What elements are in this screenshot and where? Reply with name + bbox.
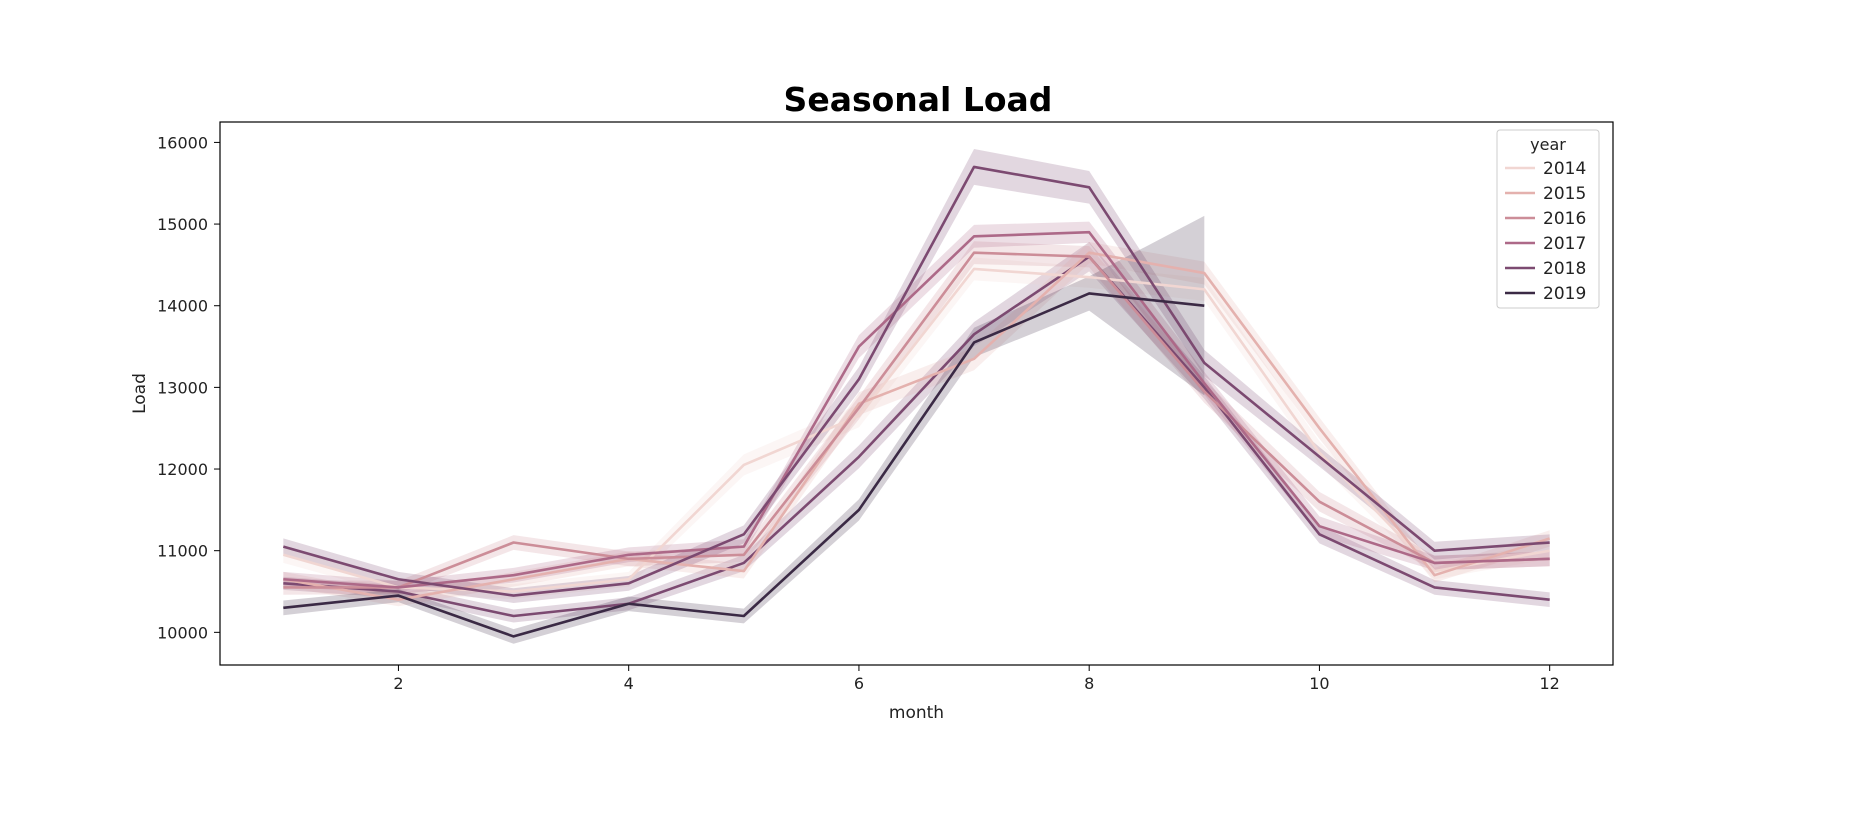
legend-item-2017: 2017 xyxy=(1505,234,1586,254)
legend-label-2018: 2018 xyxy=(1543,259,1586,279)
series-line-2016 xyxy=(283,251,1550,589)
series-line-2017 xyxy=(283,230,1550,589)
legend-label-2019: 2019 xyxy=(1543,284,1586,304)
legend-item-2016: 2016 xyxy=(1505,209,1586,229)
series-line-2015 xyxy=(283,251,1551,601)
legend-item-2018: 2018 xyxy=(1505,259,1586,279)
legend-label-2014: 2014 xyxy=(1543,159,1586,179)
x-tick-label: 10 xyxy=(1309,674,1329,693)
confidence-band-2014 xyxy=(283,257,1550,599)
x-tick-label: 6 xyxy=(854,674,864,693)
chart-title: Seasonal Load xyxy=(784,80,1053,119)
series-line-extra-0 xyxy=(283,255,1550,618)
x-tick-label: 2 xyxy=(393,674,403,693)
y-tick-label: 12000 xyxy=(157,460,208,479)
legend-label-2016: 2016 xyxy=(1543,209,1586,229)
y-axis: 10000 11000 12000 13000 14000 15000 16000 xyxy=(157,133,220,642)
legend-title: year xyxy=(1530,135,1566,154)
legend-item-2019: 2019 xyxy=(1505,284,1586,304)
legend-box xyxy=(1496,129,1600,309)
series-line-2018 xyxy=(282,165,1550,597)
legend-items: 2014 2015 2016 2017 2018 2019 xyxy=(1505,159,1586,304)
x-axis: 2 4 6 8 10 12 xyxy=(393,665,1560,693)
x-axis-label: month xyxy=(889,703,944,723)
confidence-band-2019 xyxy=(283,215,1205,644)
y-tick-label: 10000 xyxy=(157,623,208,642)
series-line-2019 xyxy=(283,292,1205,638)
x-tick-label: 12 xyxy=(1540,674,1560,693)
y-tick-label: 13000 xyxy=(157,378,208,397)
series-lines xyxy=(282,165,1551,638)
y-tick-label: 11000 xyxy=(157,542,208,561)
confidence-band-extra-0 xyxy=(283,242,1550,623)
y-tick-label: 15000 xyxy=(157,215,208,234)
y-axis-label: Load xyxy=(130,373,150,414)
y-tick-label: 14000 xyxy=(157,297,208,316)
legend-label-2017: 2017 xyxy=(1543,234,1586,254)
legend-label-2015: 2015 xyxy=(1543,184,1586,204)
legend-item-2014: 2014 xyxy=(1505,159,1586,179)
legend: year 2014 2015 2016 2017 2018 2019 xyxy=(1496,129,1600,309)
x-tick-label: 8 xyxy=(1084,674,1094,693)
legend-item-2015: 2015 xyxy=(1505,184,1586,204)
plot-frame xyxy=(219,121,1614,666)
x-tick-label: 4 xyxy=(624,674,634,693)
y-tick-label: 16000 xyxy=(157,133,208,152)
